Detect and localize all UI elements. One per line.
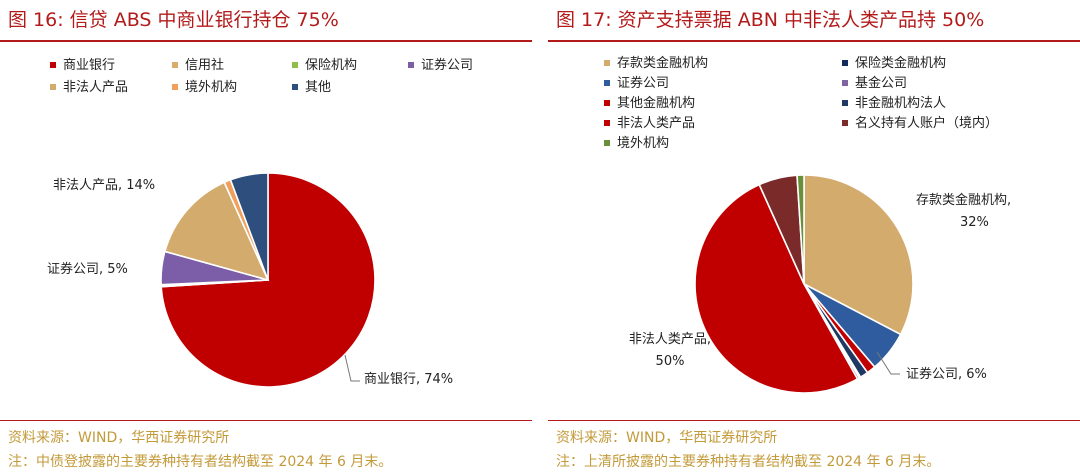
legend-swatch bbox=[50, 83, 56, 90]
legend-item: 存款类金融机构 bbox=[604, 56, 708, 72]
legend-label: 其他 bbox=[305, 80, 332, 95]
label-leader-line bbox=[344, 354, 360, 382]
title-divider bbox=[0, 40, 532, 42]
pie-slice bbox=[694, 183, 859, 394]
legend-label: 商业银行 bbox=[63, 58, 116, 73]
legend-swatch bbox=[172, 61, 178, 68]
legend-label: 非金融机构法人 bbox=[855, 96, 947, 111]
legend-label: 名义持有人账户（境内） bbox=[855, 116, 999, 131]
slice-label: 非法人类产品, 50% bbox=[629, 332, 711, 369]
label-leader-line bbox=[876, 351, 900, 375]
legend-swatch bbox=[842, 59, 848, 66]
legend-swatch bbox=[408, 61, 414, 68]
legend-label: 基金公司 bbox=[855, 76, 908, 91]
legend-item: 非法人类产品 bbox=[604, 116, 695, 132]
slice-label: 存款类金融机构, 32% bbox=[916, 192, 1011, 230]
legend-item: 基金公司 bbox=[842, 76, 907, 92]
legend-label: 非法人产品 bbox=[63, 80, 129, 95]
legend-swatch bbox=[842, 79, 848, 86]
slice-label: 证券公司, 6% bbox=[906, 366, 987, 382]
legend-label: 证券公司 bbox=[617, 76, 670, 91]
figure-title: 图 17: 资产支持票据 ABN 中非法人类产品持 50% bbox=[556, 9, 985, 31]
note-text: 注：上清所披露的主要券种持有者结构截至 2024 年 6 月末。 bbox=[556, 454, 941, 470]
source-text: 资料来源：WIND，华西证券研究所 bbox=[8, 430, 230, 446]
legend-swatch bbox=[604, 139, 610, 146]
legend-label: 非法人类产品 bbox=[617, 116, 696, 131]
pie-chart-16: 商业银行, 74% 证券公司, 5% 非法人产品, 14% bbox=[47, 172, 453, 388]
pie-chart-17: 存款类金融机构, 32% 证券公司, 6% 非法人类产品, 50% bbox=[629, 174, 1011, 394]
legend-swatch bbox=[842, 99, 848, 106]
legend-label: 其他金融机构 bbox=[617, 96, 696, 111]
legend-label: 证券公司 bbox=[421, 58, 474, 73]
figure-title: 图 16: 信贷 ABS 中商业银行持仓 75% bbox=[8, 9, 339, 31]
slice-label: 商业银行, 74% bbox=[364, 372, 453, 387]
footer-divider bbox=[0, 420, 532, 421]
figure-16-panel: 图 16: 信贷 ABS 中商业银行持仓 75% 商业银行 信用社 保险机构 证… bbox=[0, 0, 532, 475]
legend-item: 非金融机构法人 bbox=[842, 96, 946, 112]
pie-slice bbox=[229, 172, 269, 281]
footer-divider bbox=[548, 420, 1080, 421]
pie-slice bbox=[796, 174, 805, 285]
pie-slice bbox=[163, 181, 270, 282]
legend-item: 证券公司 bbox=[604, 76, 669, 92]
legend-label: 信用社 bbox=[185, 58, 225, 73]
slice-label: 证券公司, 5% bbox=[47, 261, 128, 277]
legend-swatch bbox=[172, 83, 178, 90]
legend-label: 境外机构 bbox=[617, 136, 670, 151]
source-text: 资料来源：WIND，华西证券研究所 bbox=[556, 430, 778, 446]
legend-item: 其他金融机构 bbox=[604, 96, 695, 112]
legend-item: 非法人产品 bbox=[50, 80, 128, 96]
legend-item: 保险机构 bbox=[292, 58, 357, 74]
legend-item: 商业银行 bbox=[50, 58, 115, 74]
legend-item: 名义持有人账户（境内） bbox=[842, 116, 998, 132]
legend-label: 存款类金融机构 bbox=[617, 56, 709, 71]
note-text: 注：中债登披露的主要券种持有者结构截至 2024 年 6 月末。 bbox=[8, 454, 393, 470]
legend-item: 保险类金融机构 bbox=[842, 56, 946, 72]
legend-item: 信用社 bbox=[172, 58, 224, 74]
legend-swatch bbox=[604, 119, 610, 126]
figure-17-panel: 图 17: 资产支持票据 ABN 中非法人类产品持 50% 存款类金融机构 保险… bbox=[548, 0, 1080, 475]
legend-item: 境外机构 bbox=[172, 80, 237, 96]
title-divider bbox=[548, 40, 1080, 42]
legend-item: 境外机构 bbox=[604, 136, 669, 152]
legend-swatch bbox=[842, 119, 848, 126]
legend-swatch bbox=[292, 83, 298, 90]
legend-swatch bbox=[292, 61, 298, 68]
legend-item: 其他 bbox=[292, 80, 331, 96]
legend-label: 保险机构 bbox=[305, 58, 358, 73]
legend-label: 保险类金融机构 bbox=[855, 56, 947, 71]
legend-item: 证券公司 bbox=[408, 58, 473, 74]
legend-label: 境外机构 bbox=[185, 80, 238, 95]
legend-swatch bbox=[604, 99, 610, 106]
slice-label: 非法人产品, 14% bbox=[53, 178, 155, 193]
legend-swatch bbox=[50, 61, 56, 68]
pie-slice bbox=[803, 174, 914, 336]
legend-swatch bbox=[604, 79, 610, 86]
legend-swatch bbox=[604, 59, 610, 66]
